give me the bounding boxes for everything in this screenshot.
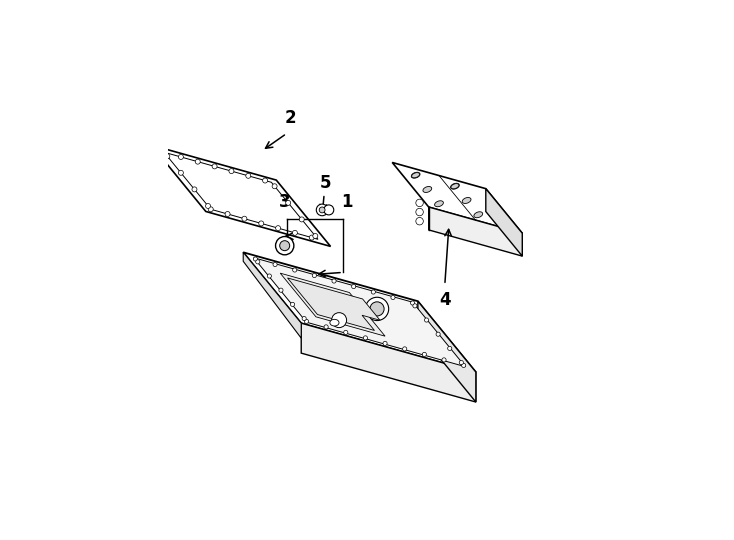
Polygon shape — [288, 278, 380, 330]
Circle shape — [324, 205, 334, 215]
Circle shape — [280, 241, 290, 251]
Text: 3: 3 — [279, 193, 291, 211]
Ellipse shape — [451, 184, 459, 189]
Circle shape — [279, 288, 283, 292]
Circle shape — [313, 233, 318, 239]
Polygon shape — [429, 207, 523, 256]
Circle shape — [305, 319, 308, 323]
Circle shape — [371, 290, 375, 294]
Circle shape — [272, 184, 277, 189]
Circle shape — [225, 212, 230, 217]
Circle shape — [416, 218, 424, 225]
Circle shape — [178, 154, 184, 159]
Circle shape — [309, 235, 314, 240]
Polygon shape — [151, 145, 330, 246]
Circle shape — [286, 200, 291, 205]
Ellipse shape — [435, 201, 443, 207]
Ellipse shape — [411, 172, 420, 178]
Circle shape — [363, 336, 368, 340]
Circle shape — [312, 273, 316, 278]
Circle shape — [291, 302, 294, 307]
Circle shape — [208, 207, 214, 212]
Circle shape — [344, 330, 348, 334]
Circle shape — [436, 332, 440, 336]
Circle shape — [352, 285, 356, 288]
Circle shape — [424, 318, 429, 322]
Circle shape — [246, 173, 251, 178]
Text: 4: 4 — [439, 292, 451, 309]
Text: 1: 1 — [341, 193, 353, 211]
Circle shape — [212, 164, 217, 169]
Circle shape — [413, 304, 417, 308]
Circle shape — [370, 302, 384, 316]
Polygon shape — [243, 252, 476, 372]
Circle shape — [391, 295, 395, 300]
Circle shape — [410, 301, 415, 305]
Text: 5: 5 — [320, 174, 331, 192]
Circle shape — [442, 358, 446, 362]
Circle shape — [255, 260, 260, 264]
Circle shape — [316, 204, 328, 216]
Ellipse shape — [451, 183, 459, 189]
Circle shape — [229, 168, 234, 173]
Circle shape — [422, 352, 426, 356]
Polygon shape — [280, 273, 385, 336]
Circle shape — [366, 297, 389, 321]
Polygon shape — [301, 323, 476, 402]
Circle shape — [302, 316, 306, 321]
Circle shape — [462, 363, 466, 368]
Circle shape — [195, 159, 200, 164]
Polygon shape — [418, 301, 476, 402]
Circle shape — [293, 268, 297, 272]
Ellipse shape — [412, 173, 420, 178]
Circle shape — [292, 231, 297, 235]
Circle shape — [416, 208, 424, 216]
Circle shape — [253, 257, 258, 261]
Circle shape — [267, 274, 272, 278]
Circle shape — [332, 313, 346, 328]
Circle shape — [416, 199, 424, 207]
Circle shape — [206, 204, 211, 208]
Circle shape — [403, 347, 407, 351]
Polygon shape — [243, 252, 301, 338]
Circle shape — [259, 221, 264, 226]
Circle shape — [324, 325, 328, 329]
Ellipse shape — [423, 186, 432, 192]
Circle shape — [263, 178, 268, 183]
Ellipse shape — [462, 198, 471, 204]
Circle shape — [273, 262, 277, 267]
Circle shape — [332, 279, 336, 283]
Circle shape — [161, 150, 167, 155]
Polygon shape — [392, 163, 523, 233]
Circle shape — [383, 341, 387, 346]
Text: 2: 2 — [285, 109, 297, 127]
Polygon shape — [486, 188, 523, 256]
Circle shape — [299, 217, 304, 222]
Circle shape — [275, 237, 294, 255]
Ellipse shape — [330, 319, 339, 326]
Circle shape — [192, 187, 197, 192]
Circle shape — [165, 154, 170, 159]
Circle shape — [242, 216, 247, 221]
Circle shape — [275, 226, 280, 231]
Circle shape — [178, 170, 184, 176]
Polygon shape — [254, 258, 465, 367]
Ellipse shape — [474, 212, 483, 218]
Circle shape — [448, 346, 452, 350]
Circle shape — [319, 207, 325, 213]
Circle shape — [459, 361, 463, 365]
